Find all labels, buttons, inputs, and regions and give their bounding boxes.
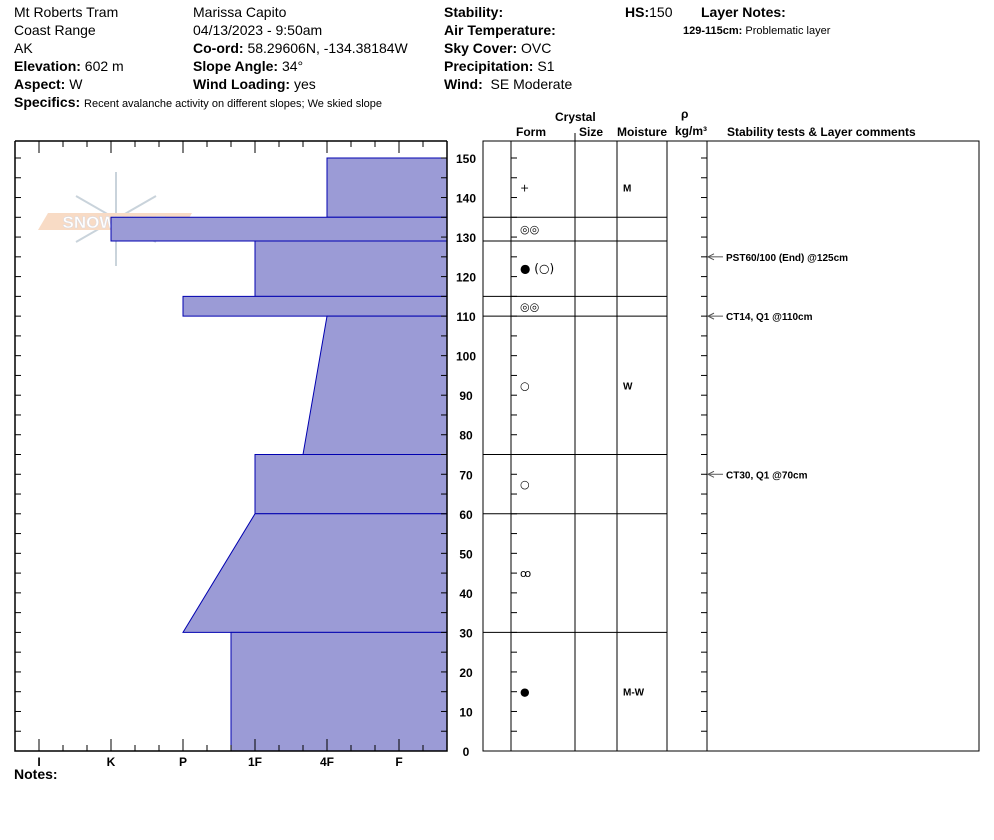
size-header: Size xyxy=(579,125,604,139)
slope-value: 34° xyxy=(281,58,304,74)
depth-tick-label: 90 xyxy=(459,389,473,403)
depth-tick-label: 100 xyxy=(456,350,476,364)
depth-tick-label: 0 xyxy=(463,745,470,759)
coord-value: 58.29606N, -134.38184W xyxy=(247,40,408,56)
moisture-header: Moisture xyxy=(617,125,668,139)
range: Coast Range xyxy=(14,22,96,38)
grain-form-symbol: ◎◎ xyxy=(520,223,539,236)
hardness-layer xyxy=(230,631,448,752)
wind: Wind: SE Moderate xyxy=(444,75,572,93)
stability-test-label: CT30, Q1 @70cm xyxy=(726,470,808,481)
sky-value: OVC xyxy=(521,40,552,56)
location: Mt Roberts Tram xyxy=(14,4,119,20)
specifics: Specifics: Recent avalanche activity on … xyxy=(14,93,382,113)
layer-notes-label: Layer Notes: xyxy=(701,4,786,20)
coord-label: Co-ord: xyxy=(193,40,244,56)
crystal-header: Crystal xyxy=(555,110,596,124)
grain-form-symbol: ○ xyxy=(520,478,530,491)
stability-test-label: CT14, Q1 @110cm xyxy=(726,312,813,323)
moisture-value: W xyxy=(623,381,633,392)
state: AK xyxy=(14,40,33,56)
precip-value: S1 xyxy=(537,58,555,74)
grain-form-symbol: ◎◎ xyxy=(520,300,539,313)
moisture-value: M xyxy=(623,184,631,195)
hardness-tick-label: P xyxy=(179,755,187,769)
air-temp-label: Air Temperature: xyxy=(444,22,556,38)
grain-form-symbol: ● xyxy=(520,686,530,699)
form-header: Form xyxy=(516,125,546,139)
hardness-layer xyxy=(302,315,448,455)
slope-label: Slope Angle: xyxy=(193,58,279,74)
precip-label: Precipitation: xyxy=(444,58,534,74)
arrowhead-icon xyxy=(706,470,715,478)
wind-loading-value: yes xyxy=(293,76,316,92)
aspect-value: W xyxy=(69,76,83,92)
hardness-layer xyxy=(182,295,448,317)
depth-tick-label: 110 xyxy=(456,310,476,324)
specifics-value: Recent avalanche activity on different s… xyxy=(84,98,383,110)
depth-tick-label: 10 xyxy=(459,705,473,719)
aspect: Aspect: W xyxy=(14,75,82,93)
observer: Marissa Capito xyxy=(193,4,287,20)
hardness-tick-label: 4F xyxy=(320,755,334,769)
stability-test-label: PST60/100 (End) @125cm xyxy=(726,253,848,264)
arrowhead-icon xyxy=(706,253,715,261)
stability-label: Stability: xyxy=(444,4,504,20)
depth-tick-label: 60 xyxy=(459,508,473,522)
depth-tick-label: 50 xyxy=(459,547,473,561)
sky-cover: Sky Cover: OVC xyxy=(444,39,551,57)
hardness-layer xyxy=(254,240,448,297)
coord: Co-ord: 58.29606N, -134.38184W xyxy=(193,39,408,57)
depth-tick-label: 120 xyxy=(456,271,476,285)
grain-form-symbol: ○ xyxy=(520,379,530,392)
wind-loading: Wind Loading: yes xyxy=(193,75,316,93)
hardness-tick-label: K xyxy=(107,755,116,769)
datetime: 04/13/2023 - 9:50am xyxy=(193,22,323,38)
elevation: Elevation: 602 m xyxy=(14,57,124,75)
hardness-layer xyxy=(110,216,448,242)
wind-label: Wind: xyxy=(444,76,483,92)
layer-note: 129-115cm: Problematic layer xyxy=(683,22,830,40)
depth-tick-label: 130 xyxy=(456,231,476,245)
layer-table-frame xyxy=(482,140,980,752)
depth-tick-label: 80 xyxy=(459,429,473,443)
grain-form-symbol: ● (○) xyxy=(520,262,554,276)
aspect-label: Aspect: xyxy=(14,76,66,92)
depth-tick-label: 40 xyxy=(459,587,473,601)
moisture-value: M-W xyxy=(623,688,645,699)
wind-value: SE Moderate xyxy=(490,76,573,92)
wind-loading-label: Wind Loading: xyxy=(193,76,291,92)
specifics-label: Specifics: xyxy=(14,94,81,110)
hardness-tick-label: I xyxy=(37,755,40,769)
hardness-layer xyxy=(182,513,448,633)
slope-angle: Slope Angle: 34° xyxy=(193,57,303,75)
elevation-label: Elevation: xyxy=(14,58,81,74)
notes-label: Notes: xyxy=(14,766,58,782)
depth-tick-label: 30 xyxy=(459,626,473,640)
layer-note-text: Problematic layer xyxy=(745,25,831,37)
hs: HS:150 xyxy=(625,3,672,21)
depth-tick-label: 140 xyxy=(456,192,476,206)
sky-label: Sky Cover: xyxy=(444,40,518,56)
hardness-tick-label: F xyxy=(395,755,402,769)
density-unit-header: kg/m³ xyxy=(675,124,708,138)
stability-header: Stability tests & Layer comments xyxy=(727,125,916,139)
precipitation: Precipitation: S1 xyxy=(444,57,554,75)
hs-label: HS: xyxy=(625,4,650,20)
elevation-value: 602 m xyxy=(84,58,124,74)
grain-form-symbol: ꝏ xyxy=(520,567,531,580)
hardness-layer xyxy=(326,157,448,218)
hardness-tick-label: 1F xyxy=(248,755,262,769)
layer-note-range: 129-115cm: xyxy=(683,25,743,37)
depth-tick-label: 20 xyxy=(459,666,473,680)
depth-tick-label: 70 xyxy=(459,468,473,482)
rho-header: ρ xyxy=(681,107,689,121)
arrowhead-icon xyxy=(706,312,715,320)
grain-form-symbol: + xyxy=(520,182,529,195)
depth-tick-label: 150 xyxy=(456,152,476,166)
hardness-layer xyxy=(254,454,448,515)
hs-value: 150 xyxy=(649,4,673,20)
